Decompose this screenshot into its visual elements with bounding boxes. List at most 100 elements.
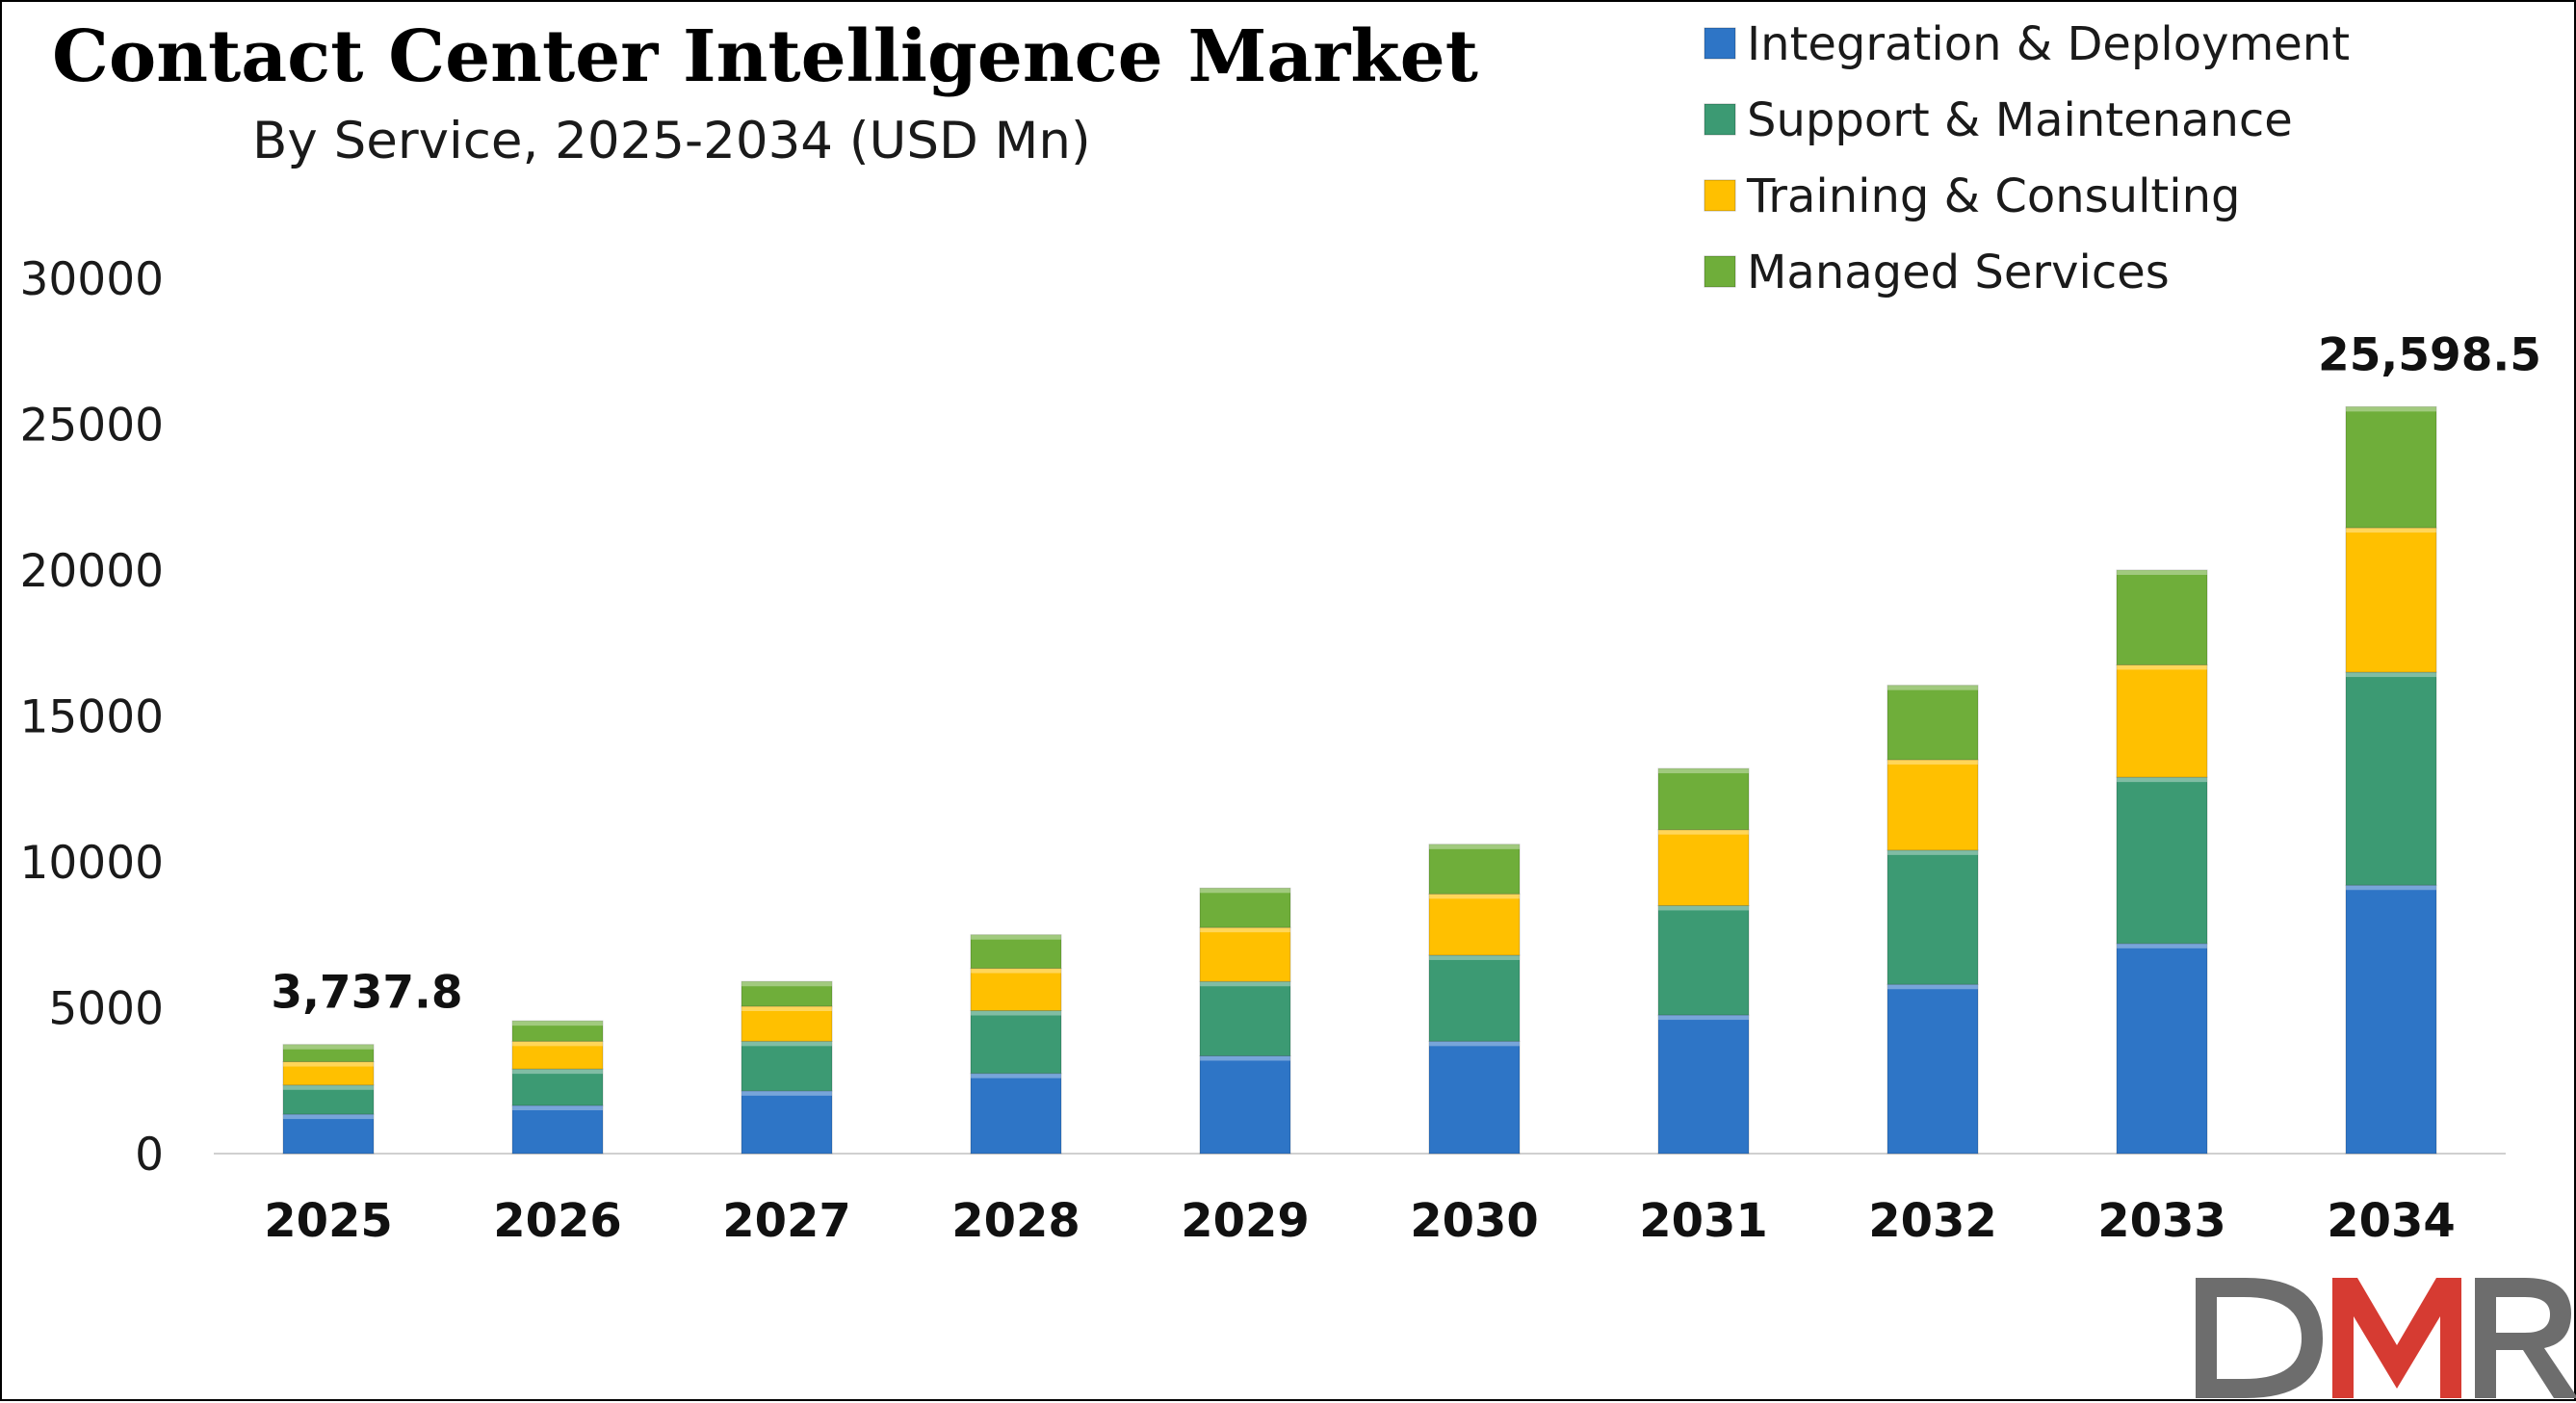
data-label: 25,598.5 [2318,328,2541,381]
bar-segment [1428,954,1521,1042]
bar-segment-highlight [1429,844,1520,849]
bar-segment-highlight [283,1114,374,1120]
x-tick-label: 2031 [1639,1194,1768,1248]
x-tick-label: 2025 [264,1194,393,1248]
bars [282,405,2437,1155]
bar-segment [511,1104,604,1155]
bar-segment-highlight [742,1005,832,1011]
y-tick-label: 30000 [19,253,164,306]
y-tick-label: 5000 [48,983,164,1036]
bar-segment-highlight [1887,759,1978,765]
x-tick-label: 2028 [951,1194,1080,1248]
bar-segment [511,1068,604,1106]
x-tick-label: 2033 [2097,1194,2226,1248]
bar-segment [1886,759,1979,851]
bar-segment-highlight [2346,528,2436,533]
bar-segment [282,1084,375,1115]
bar-segment [2345,527,2437,673]
y-tick-label: 25000 [19,400,164,453]
bar-segment [282,1113,375,1155]
x-tick-label: 2030 [1410,1194,1539,1248]
bar-segment-highlight [742,981,832,987]
x-tick-label: 2027 [722,1194,851,1248]
bar-segment [1657,767,1750,831]
legend: Integration & Deployment Support & Mainte… [1704,17,2350,299]
bar-segment [1428,1040,1521,1155]
bar-segment [282,1044,375,1063]
bar-segment [1886,983,1979,1155]
legend-swatch [1704,103,1736,136]
bar-segment-highlight [742,1090,832,1096]
bar-segment [2116,776,2208,945]
bar-segment-highlight [283,1061,374,1067]
bar-segment [1657,829,1750,906]
bar-segment [2116,569,2208,665]
bar-segment [1428,893,1521,956]
dmr-logo [2196,1278,2576,1398]
bar-segment-highlight [2117,570,2207,575]
bar-segment [1428,844,1521,895]
bar-segment-highlight [1200,927,1290,933]
legend-label: Training & Consulting [1746,169,2240,223]
bar-segment-highlight [1200,1055,1290,1061]
chart-subtitle: By Service, 2025-2034 (USD Mn) [252,112,1091,170]
bar-segment [1199,1054,1291,1155]
bar-segment [282,1061,375,1086]
bar-segment-highlight [1429,894,1520,899]
bar-segment [2116,663,2208,778]
bar-segment-highlight [2117,664,2207,670]
y-tick-label: 10000 [19,837,164,890]
bar-segment-highlight [742,1041,832,1047]
bar-segment [1199,926,1291,982]
bar-segment-highlight [1887,849,1978,855]
y-axis: 0 5000 10000 15000 20000 25000 30000 [19,253,164,1182]
bar-segment-highlight [1200,888,1290,894]
bar-segment [511,1020,604,1042]
bar-segment [741,1090,833,1155]
data-label: 3,737.8 [271,967,462,1020]
bar-segment-highlight [512,1041,603,1047]
bar-segment [741,1005,833,1042]
legend-swatch [1704,179,1736,212]
bar-segment-highlight [2346,885,2436,891]
bar-segment-highlight [1658,1015,1749,1021]
bar-segment-highlight [512,1069,603,1075]
y-tick-label: 0 [135,1129,164,1182]
bar-segment-highlight [971,968,1061,974]
x-tick-label: 2034 [2327,1194,2456,1248]
legend-label: Integration & Deployment [1747,17,2350,71]
legend-swatch [1704,255,1736,288]
bar-segment [1657,1014,1750,1155]
x-tick-label: 2026 [493,1194,622,1248]
bar-segment [970,968,1062,1012]
bar-segment-highlight [1658,768,1749,774]
bar-segment-highlight [512,1105,603,1111]
legend-swatch [1704,27,1736,60]
bar-segment [741,1040,833,1092]
bar-segment [2345,671,2437,886]
bar-segment-highlight [2117,943,2207,948]
bar-segment-highlight [2346,672,2436,678]
bar-segment-highlight [1658,829,1749,835]
bar-segment-highlight [512,1021,603,1026]
y-tick-label: 20000 [19,545,164,598]
x-tick-label: 2029 [1181,1194,1310,1248]
bar-segment-highlight [2346,406,2436,412]
legend-label: Managed Services [1747,246,2170,299]
bar-segment [2345,405,2437,529]
bar-segment [2345,884,2437,1155]
legend-label: Support & Maintenance [1747,93,2293,147]
bar-segment-highlight [283,1084,374,1090]
bar-segment-highlight [971,1073,1061,1078]
chart-title: Contact Center Intelligence Market [52,15,1478,98]
x-tick-label: 2032 [1868,1194,1997,1248]
bar-segment [1886,685,1979,761]
x-axis: 2025 2026 2027 2028 2029 2030 2031 2032 2033 2034 [214,1153,2506,1248]
bar-segment [970,1010,1062,1075]
data-labels: 3,737.8 25,598.5 [271,328,2541,1019]
bar-segment [1199,887,1291,928]
bar-segment [2116,943,2208,1155]
bar-segment-highlight [1429,954,1520,960]
